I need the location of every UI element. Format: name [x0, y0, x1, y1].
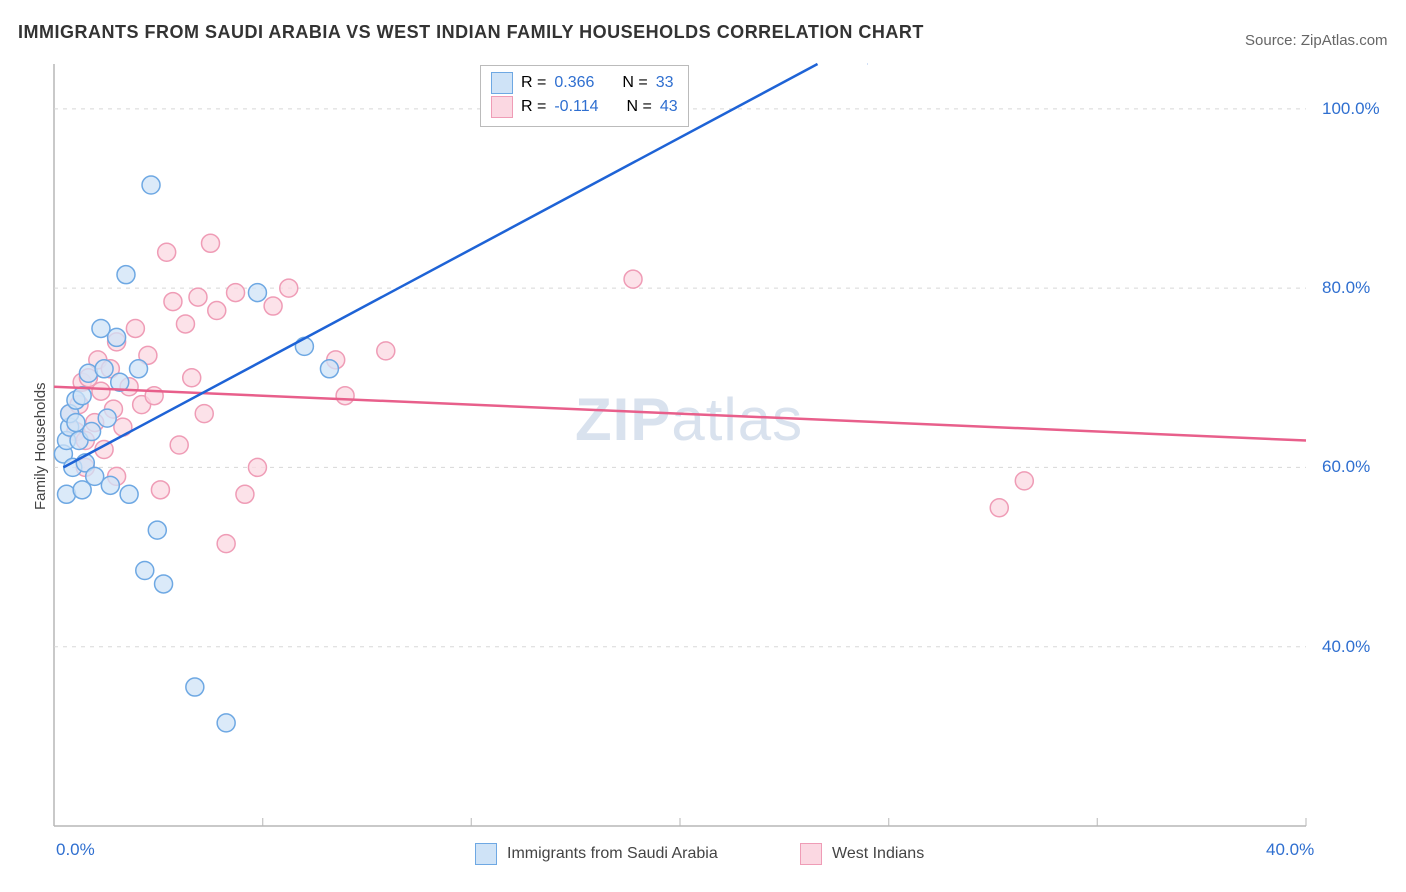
stats-row-blue: R = 0.366 N = 33	[491, 72, 678, 94]
legend-item-pink: West Indians	[800, 843, 924, 865]
swatch-blue	[491, 72, 513, 94]
n-label: N =	[622, 74, 647, 92]
source-label: Source: ZipAtlas.com	[1245, 32, 1388, 49]
legend-label-blue: Immigrants from Saudi Arabia	[507, 845, 718, 863]
y-tick-label: 40.0%	[1322, 637, 1370, 657]
chart-title: IMMIGRANTS FROM SAUDI ARABIA VS WEST IND…	[18, 22, 924, 43]
scatter-plot	[50, 60, 1310, 830]
swatch-pink	[491, 96, 513, 118]
n-value-pink: 43	[660, 98, 678, 116]
r-value-pink: -0.114	[554, 98, 598, 116]
y-axis-label: Family Households	[32, 382, 49, 510]
y-tick-label: 60.0%	[1322, 457, 1370, 477]
x-tick-label: 0.0%	[56, 840, 95, 860]
r-label: R =	[521, 74, 546, 92]
r-value-blue: 0.366	[554, 74, 594, 92]
y-tick-label: 80.0%	[1322, 278, 1370, 298]
n-label: N =	[627, 98, 652, 116]
r-label: R =	[521, 98, 546, 116]
legend-label-pink: West Indians	[832, 845, 924, 863]
stats-legend: R = 0.366 N = 33 R = -0.114 N = 43	[480, 65, 689, 127]
swatch-blue	[475, 843, 497, 865]
y-tick-label: 100.0%	[1322, 99, 1380, 119]
swatch-pink	[800, 843, 822, 865]
stats-row-pink: R = -0.114 N = 43	[491, 96, 678, 118]
legend-item-blue: Immigrants from Saudi Arabia	[475, 843, 718, 865]
n-value-blue: 33	[656, 74, 674, 92]
x-tick-label: 40.0%	[1266, 840, 1314, 860]
